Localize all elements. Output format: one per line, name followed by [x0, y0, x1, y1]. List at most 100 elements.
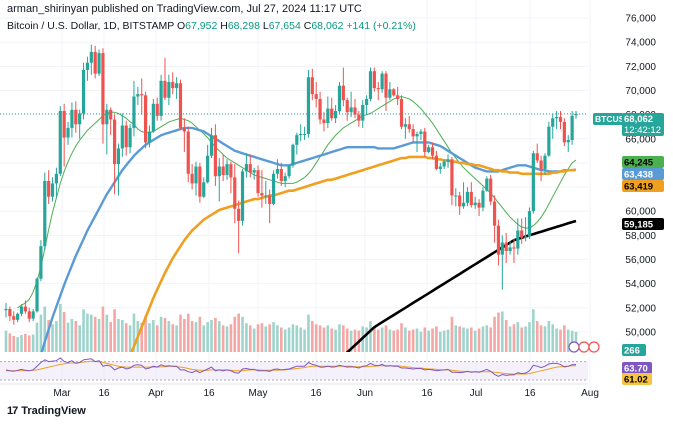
- candle-body: [353, 107, 357, 115]
- candle-body: [105, 109, 109, 125]
- candle-body: [539, 160, 543, 169]
- volume-bar: [407, 330, 411, 352]
- volume-tag-bg: [622, 344, 646, 356]
- candle-body: [341, 85, 345, 101]
- volume-bar: [404, 327, 407, 352]
- volume-bar: [206, 322, 209, 352]
- volume-bar: [326, 325, 330, 352]
- time-axis[interactable]: Mar 16 Apr 16 May 16 Jun 16 Jul 16 Aug: [53, 388, 599, 399]
- high-label: H: [220, 20, 228, 32]
- candle-body: [399, 98, 404, 127]
- candle-body: [85, 62, 90, 70]
- candle-body: [574, 113, 578, 116]
- volume-bar: [520, 327, 524, 352]
- candle-body: [271, 173, 276, 204]
- candle-body: [302, 133, 307, 135]
- candle-body: [31, 311, 35, 319]
- volume-bar: [373, 326, 376, 352]
- candle-body: [4, 308, 8, 311]
- ma-green-tag: 64,245: [624, 158, 654, 169]
- candle-body: [89, 51, 93, 63]
- candle-body: [326, 108, 330, 124]
- candle-body: [318, 98, 322, 120]
- candle-body: [209, 135, 214, 156]
- candle-body: [50, 183, 55, 197]
- candle-body: [485, 178, 489, 191]
- volume-bar: [179, 314, 182, 352]
- candle-body: [396, 95, 400, 99]
- candle-body: [16, 313, 20, 320]
- volume-bar: [128, 325, 132, 352]
- volume-bar: [396, 329, 399, 352]
- price-tick-label: 60,000: [625, 207, 656, 218]
- change-value: +141 (+0.21%): [346, 20, 416, 32]
- volume-bar: [504, 320, 508, 352]
- volume-bar: [458, 326, 461, 352]
- symbol-legend: Bitcoin / U.S. Dollar, 1D, BITSTAMP O67,…: [7, 20, 416, 32]
- ma-green-tag-bg: [622, 156, 664, 168]
- low-value: 67,654: [268, 20, 301, 32]
- volume-bar: [543, 326, 547, 352]
- volume-bar: [532, 309, 535, 352]
- candle-body: [128, 127, 132, 148]
- candle-body: [558, 117, 563, 122]
- candle-body: [143, 95, 148, 143]
- volume-bar: [291, 324, 295, 352]
- ma-line: [345, 219, 577, 352]
- volume-bar: [260, 323, 264, 352]
- rsi-ma-tag-bg: [622, 373, 652, 385]
- volume-bar: [167, 321, 171, 352]
- candle-body: [175, 83, 179, 89]
- volume-bar: [109, 322, 112, 352]
- volume-bar: [450, 316, 454, 352]
- candle-body: [268, 195, 272, 204]
- volume-bar: [186, 313, 190, 352]
- candle-body: [481, 190, 485, 208]
- volume-bar: [493, 316, 496, 352]
- candle-body: [47, 181, 51, 197]
- event-marker-icon: [568, 341, 580, 353]
- volume-bar: [563, 325, 566, 352]
- rsi-tag: 63.70: [624, 364, 648, 375]
- volume-bar: [152, 320, 155, 352]
- ma-blue-tag-bg: [622, 168, 664, 180]
- candle-body: [120, 125, 124, 149]
- volume-bar: [43, 306, 47, 352]
- volume-bar: [272, 322, 275, 352]
- candle-body: [81, 69, 86, 114]
- candle-body: [430, 147, 435, 156]
- volume-bar: [225, 326, 229, 352]
- time-tick-label: 16: [98, 388, 110, 399]
- candle-body: [264, 195, 268, 197]
- tradingview-brand[interactable]: 17 TradingView: [7, 405, 86, 417]
- candle-body: [512, 247, 516, 249]
- volume-bar: [252, 328, 256, 352]
- last-price-bg: [622, 113, 664, 136]
- candle-body: [43, 181, 47, 247]
- candle-body: [252, 170, 256, 173]
- volume-bar: [163, 317, 167, 352]
- close-label: C: [303, 20, 312, 32]
- volume-bar: [198, 316, 202, 352]
- candle-body: [221, 166, 225, 175]
- volume-bar: [210, 320, 213, 352]
- volume-bar: [311, 321, 314, 352]
- candle-body: [178, 83, 183, 128]
- volume-bar: [132, 313, 136, 352]
- ma-blue-tag: 63,438: [624, 170, 653, 181]
- candle-body: [140, 94, 144, 96]
- candle-body: [477, 202, 481, 208]
- candle-body: [357, 114, 361, 121]
- last-price-tag: 68,062: [624, 114, 653, 125]
- volume-bar: [140, 322, 144, 352]
- candle-body: [97, 53, 101, 74]
- volume-bar: [233, 316, 237, 352]
- candle-body: [163, 80, 167, 98]
- volume-bar: [477, 328, 481, 352]
- volume-bar: [516, 322, 520, 352]
- volume-bar: [155, 325, 159, 352]
- volume-bar: [314, 324, 318, 352]
- volume-bar: [124, 323, 128, 352]
